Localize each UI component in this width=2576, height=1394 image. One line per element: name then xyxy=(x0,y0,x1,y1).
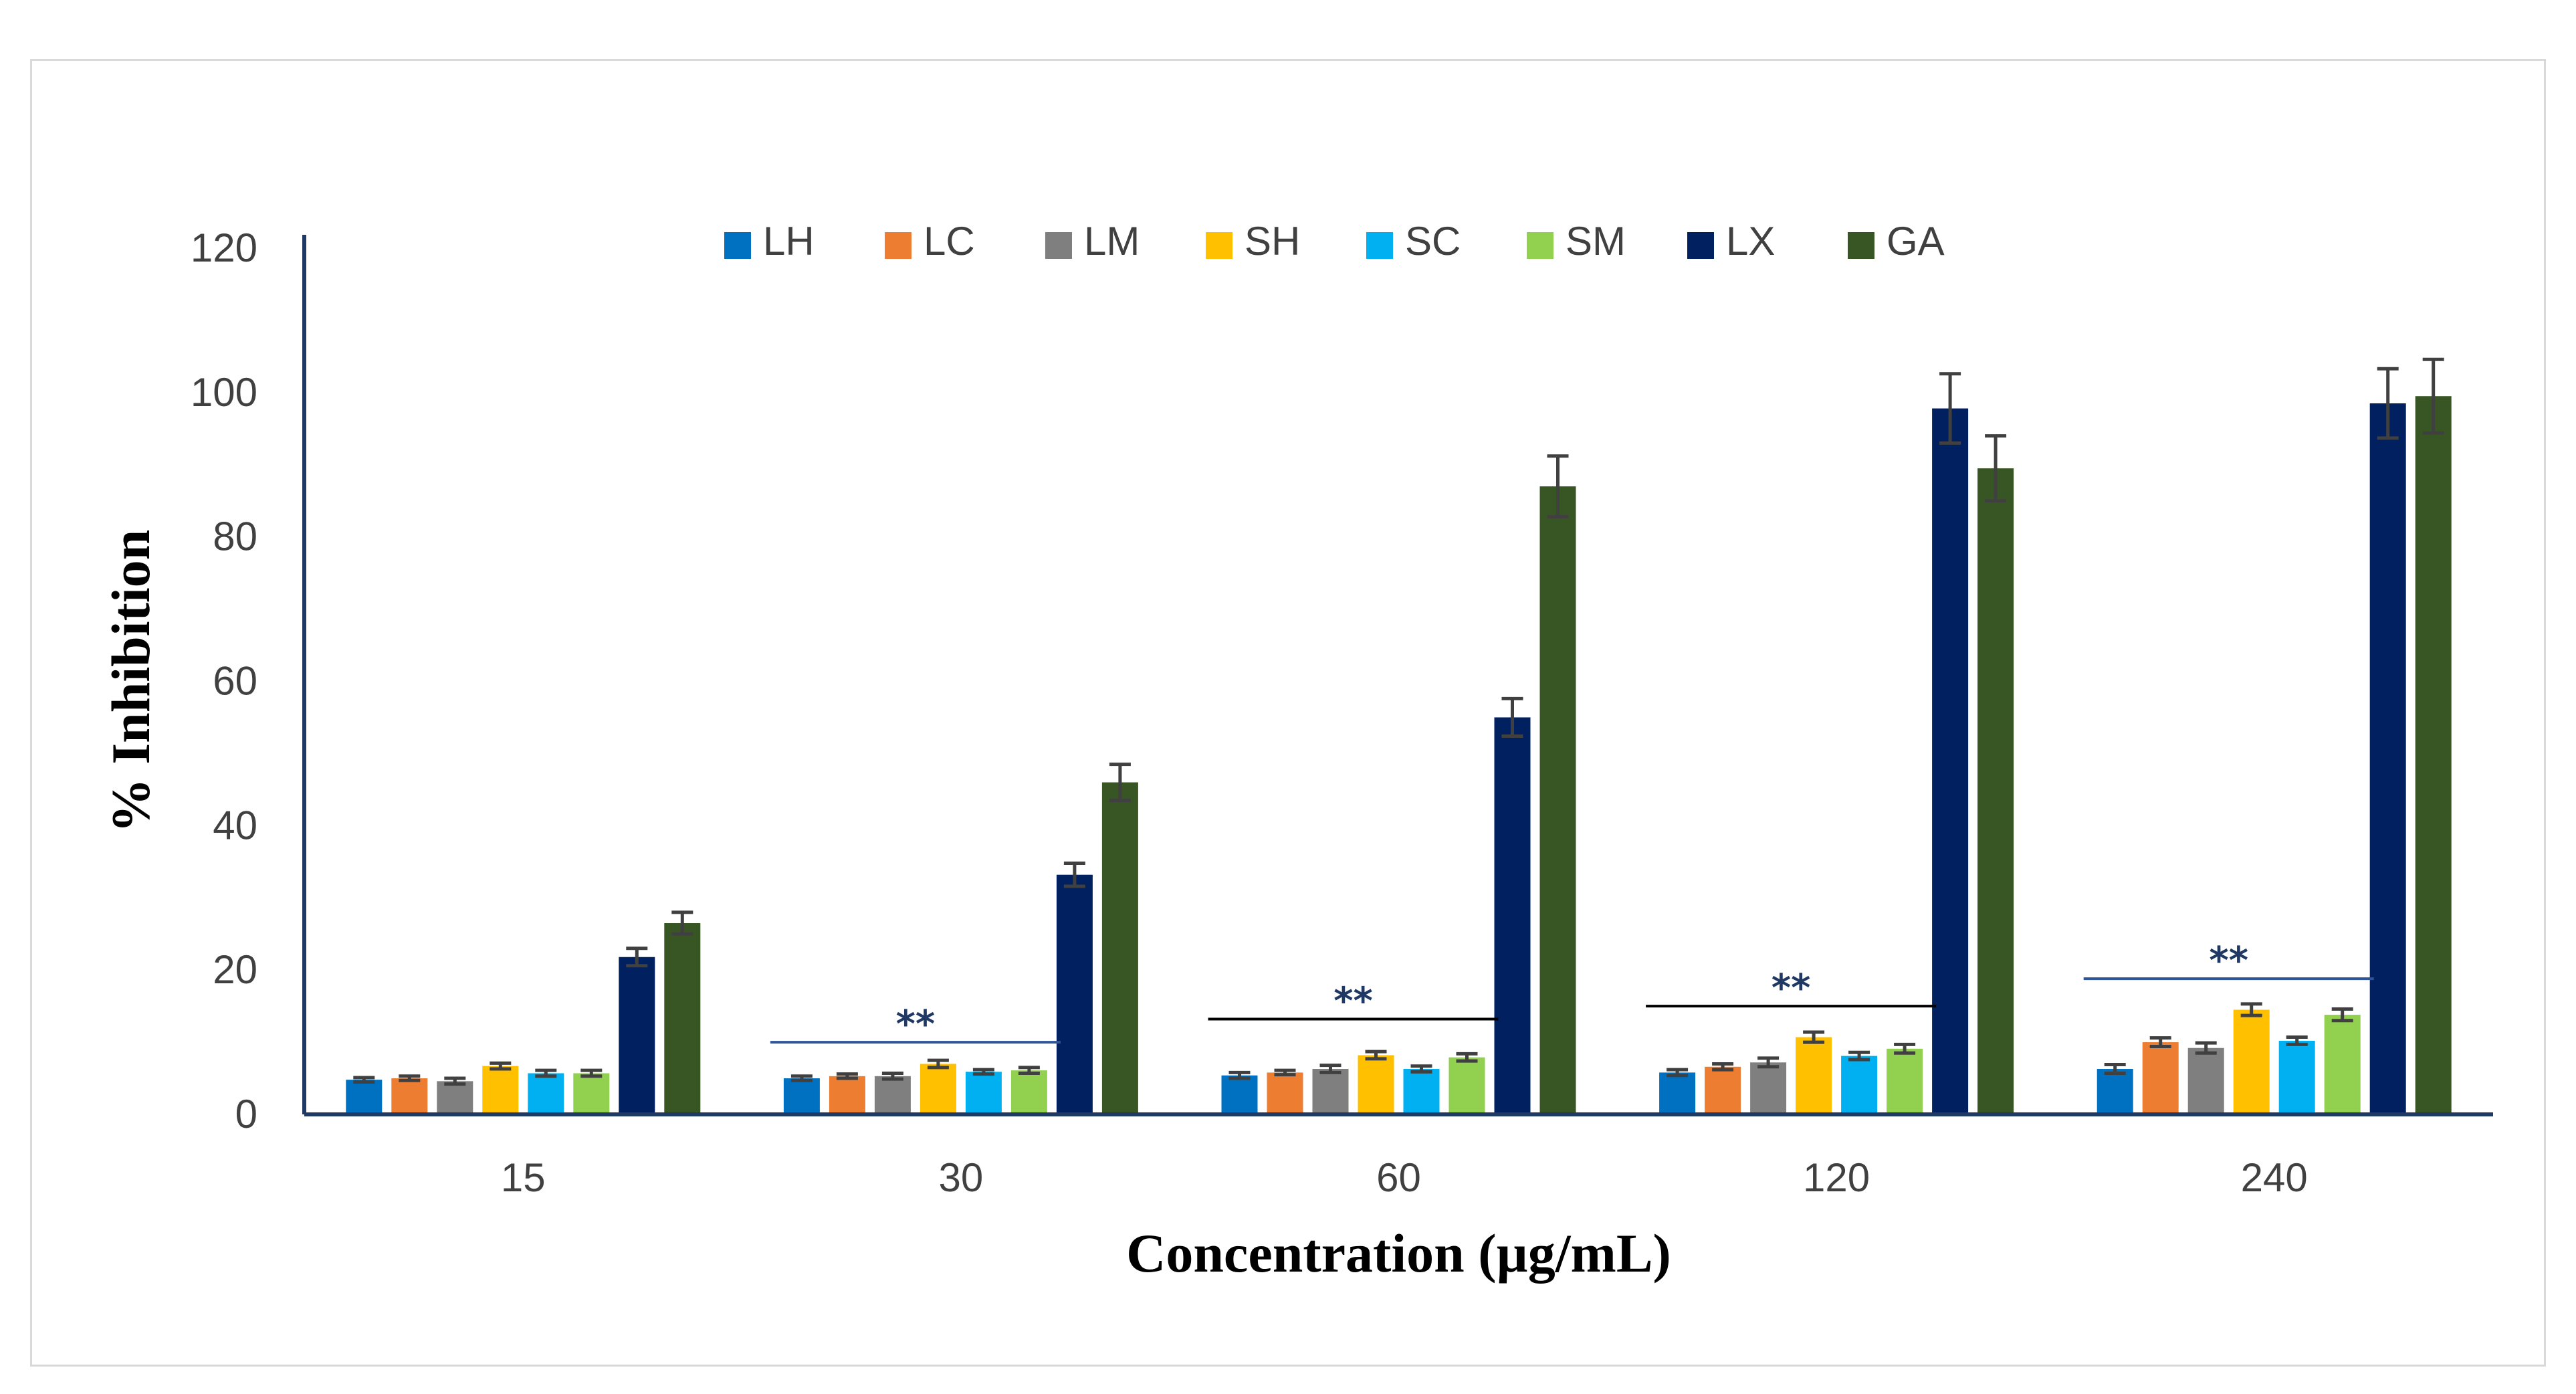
bar xyxy=(1977,468,2014,1114)
bar xyxy=(1312,1069,1349,1114)
bar xyxy=(528,1073,564,1114)
bar xyxy=(965,1072,1002,1114)
x-tick-label: 120 xyxy=(1803,1155,1870,1200)
legend-swatch xyxy=(1527,232,1553,259)
bar xyxy=(664,923,701,1114)
x-axis-ticks: 15 30 60 120 240 xyxy=(501,1155,2308,1200)
bar xyxy=(2278,1040,2315,1114)
bar xyxy=(1796,1037,1832,1114)
bar xyxy=(1659,1072,1696,1114)
significance-stars: ** xyxy=(1772,967,1811,1010)
bar xyxy=(1101,782,1138,1114)
bar xyxy=(1494,717,1531,1114)
y-axis-ticks: 0 20 40 60 80 100 120 xyxy=(191,225,257,1136)
x-tick-label: 15 xyxy=(501,1155,546,1200)
bar xyxy=(874,1076,911,1114)
x-tick-label: 30 xyxy=(939,1155,984,1200)
legend-label: GA xyxy=(1887,219,1945,264)
bar xyxy=(2324,1015,2361,1114)
legend-swatch xyxy=(1848,232,1874,259)
bar xyxy=(829,1076,865,1114)
bar xyxy=(619,957,655,1114)
bar xyxy=(1056,874,1093,1114)
bar xyxy=(391,1078,428,1114)
bar xyxy=(1705,1066,1741,1114)
bar xyxy=(2097,1069,2133,1114)
y-tick-label: 120 xyxy=(191,225,257,270)
legend-swatch xyxy=(1366,232,1393,259)
significance-stars: ** xyxy=(896,1003,936,1046)
bar xyxy=(1221,1075,1258,1114)
legend: LH LC LM SH SC SM LX GA xyxy=(724,219,1945,264)
bar xyxy=(1010,1070,1047,1114)
bar xyxy=(1267,1072,1303,1114)
bar xyxy=(1403,1069,1440,1114)
bar xyxy=(437,1081,473,1114)
legend-label: SM xyxy=(1566,219,1626,264)
y-tick-label: 100 xyxy=(191,370,257,415)
y-axis-title: % Inhibition xyxy=(100,530,161,833)
bar xyxy=(2415,396,2452,1114)
y-tick-label: 60 xyxy=(213,659,257,704)
legend-swatch xyxy=(1045,232,1072,259)
bar xyxy=(1448,1057,1485,1114)
bar xyxy=(2142,1042,2179,1114)
bar xyxy=(482,1066,519,1114)
legend-label: LC xyxy=(924,219,975,264)
bar xyxy=(2369,403,2406,1115)
legend-swatch xyxy=(1687,232,1714,259)
bar xyxy=(1887,1048,1923,1114)
legend-swatch xyxy=(1206,232,1232,259)
legend-label: LX xyxy=(1726,219,1775,264)
legend-label: SH xyxy=(1245,219,1300,264)
bar xyxy=(573,1073,610,1114)
legend-swatch xyxy=(885,232,911,259)
x-tick-label: 60 xyxy=(1376,1155,1421,1200)
y-tick-label: 80 xyxy=(213,514,257,559)
bars xyxy=(346,357,2452,1115)
x-axis-title: Concentration (µg/mL) xyxy=(1126,1223,1671,1284)
legend-label: SC xyxy=(1405,219,1461,264)
bar xyxy=(2233,1009,2270,1114)
bar xyxy=(1539,486,1576,1114)
significance-stars: ** xyxy=(2209,939,2248,983)
x-tick-label: 240 xyxy=(2241,1155,2308,1200)
bar xyxy=(1358,1055,1394,1114)
bar xyxy=(1932,408,1969,1115)
bar xyxy=(1750,1062,1787,1114)
legend-label: LM xyxy=(1084,219,1140,264)
legend-swatch xyxy=(724,232,751,259)
bar xyxy=(1841,1056,1878,1114)
y-tick-label: 0 xyxy=(235,1092,257,1136)
y-tick-label: 40 xyxy=(213,803,257,848)
significance-annotations: ** ** ** ** xyxy=(770,939,2374,1046)
bar xyxy=(783,1078,820,1114)
legend-label: LH xyxy=(763,219,815,264)
bar xyxy=(346,1080,383,1114)
chart-frame: LH LC LM SH SC SM LX GA 0 20 40 60 80 100 120 ** ** ** *… xyxy=(30,59,2546,1367)
significance-stars: ** xyxy=(1333,980,1373,1023)
bar xyxy=(2187,1048,2224,1114)
y-tick-label: 20 xyxy=(213,947,257,992)
bar xyxy=(920,1064,956,1114)
